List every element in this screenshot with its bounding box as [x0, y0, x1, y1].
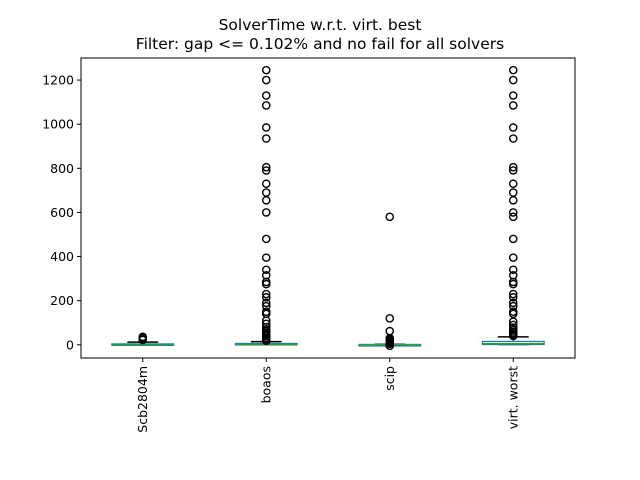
outlier-point [261, 134, 271, 143]
outlier-point [261, 123, 271, 132]
outlier-point [508, 91, 518, 100]
outlier-point [508, 123, 518, 132]
x-tick-label: scip [382, 366, 397, 391]
outlier-point [508, 301, 518, 311]
outlier-point [508, 253, 518, 262]
outlier-point [508, 195, 518, 205]
outlier-point [138, 332, 148, 342]
chart-subtitle: Filter: gap <= 0.102% and no fail for al… [135, 35, 505, 53]
outlier-point [261, 208, 271, 217]
outlier-point [508, 208, 518, 217]
outlier-point [261, 179, 271, 189]
outlier-point [385, 326, 395, 336]
outlier-point [508, 298, 518, 308]
outlier-point [385, 212, 395, 222]
outlier-point [261, 319, 271, 329]
outlier-point [261, 195, 271, 205]
outlier-point [508, 289, 518, 299]
outlier-point [261, 298, 271, 308]
y-tick-label: 800 [50, 161, 74, 176]
outlier-point [261, 65, 271, 75]
plot-frame [80, 57, 576, 359]
outlier-point [508, 75, 518, 85]
outlier-point [508, 162, 518, 172]
outlier-point [508, 270, 518, 280]
outlier-point [508, 234, 518, 244]
y-tick-label: 600 [50, 205, 74, 220]
outlier-point [261, 307, 271, 316]
outlier-point [261, 75, 271, 85]
x-tick-label: boaos [258, 366, 273, 403]
outlier-point [261, 166, 271, 175]
outlier-point [261, 265, 271, 275]
outlier-point [508, 323, 518, 332]
outlier-point [261, 301, 271, 311]
outlier-point [508, 65, 518, 75]
outlier-point [261, 188, 271, 197]
y-tick-label: 400 [50, 249, 74, 264]
outlier-point [261, 91, 271, 100]
outlier-point [261, 270, 271, 280]
chart-title: SolverTime w.r.t. virt. best [218, 16, 422, 34]
outlier-point [508, 320, 518, 330]
outlier-point [508, 265, 518, 275]
outlier-point [508, 101, 518, 110]
outlier-point [261, 289, 271, 299]
y-tick-label: 200 [50, 293, 74, 308]
y-tick-label: 0 [66, 337, 74, 352]
y-tick-label: 1200 [42, 73, 74, 88]
x-tick-label: Scb2804m [135, 366, 150, 433]
outlier-point [508, 188, 518, 197]
y-tick-label: 1000 [42, 117, 74, 132]
outlier-point [385, 313, 395, 323]
outlier-point [261, 162, 271, 172]
outlier-point [508, 307, 518, 316]
outlier-point [508, 134, 518, 143]
x-tick-label: virt. worst [505, 366, 520, 429]
outlier-point [508, 212, 518, 222]
outlier-point [261, 253, 271, 262]
outlier-point [508, 293, 518, 302]
outlier-point [508, 179, 518, 189]
outlier-point [261, 293, 271, 302]
outlier-point [261, 234, 271, 244]
outlier-point [508, 166, 518, 175]
outlier-point [261, 101, 271, 110]
